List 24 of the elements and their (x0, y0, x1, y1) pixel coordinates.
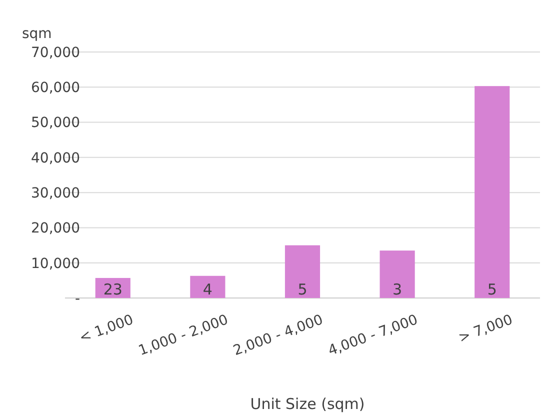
x-tick-label: < 1,000 (77, 312, 136, 346)
x-axis-title: Unit Size (sqm) (250, 395, 365, 413)
y-tick-label: 20,000 (31, 220, 80, 237)
y-axis-title: sqm (22, 26, 52, 42)
annotation: 5 (298, 280, 308, 298)
y-tick-label: - (74, 290, 80, 307)
y-tick-label: 30,000 (31, 185, 80, 202)
x-tick-label: 2,000 - 4,000 (231, 312, 326, 360)
bar (474, 86, 510, 298)
y-tick-label: 70,000 (31, 44, 80, 61)
x-tick-label: > 7,000 (456, 312, 515, 346)
y-tick-label: 10,000 (31, 256, 80, 272)
annotation: 4 (202, 280, 212, 298)
bar (190, 276, 226, 298)
y-tick-label: 40,000 (31, 150, 80, 166)
bar (380, 250, 415, 298)
y-tick-label: 60,000 (31, 80, 80, 96)
y-tick-label: 50,000 (31, 115, 80, 132)
annotation: 5 (487, 280, 497, 298)
annotation: 23 (103, 280, 122, 298)
x-tick-label: 4,000 - 7,000 (326, 312, 420, 360)
x-tick-label: 1,000 - 2,000 (136, 312, 230, 360)
bar (284, 245, 320, 298)
annotation: 3 (392, 280, 402, 298)
